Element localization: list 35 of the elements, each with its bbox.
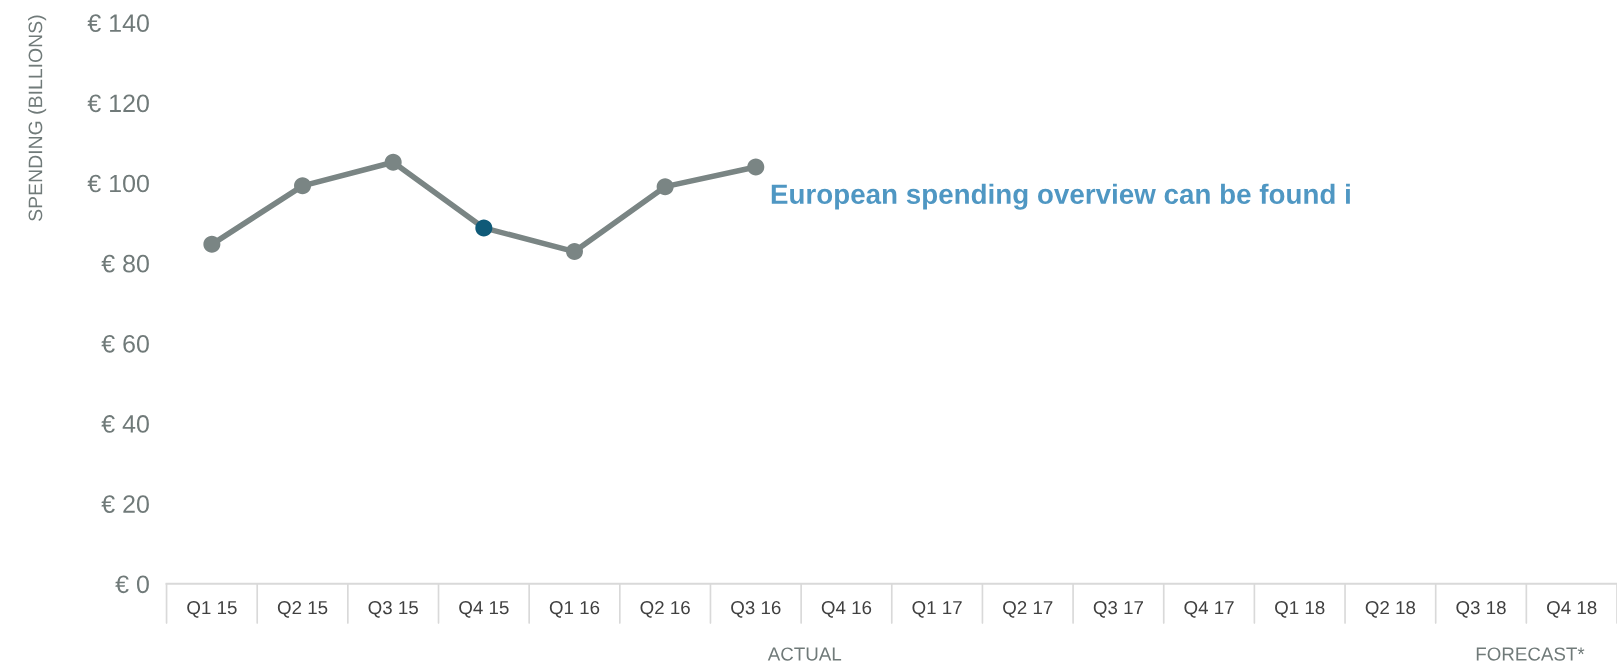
y-tick-label: € 140 xyxy=(87,14,149,33)
point xyxy=(294,177,312,195)
x-tick-label: Q4 15 xyxy=(459,600,509,618)
text: ACTUAL xyxy=(767,647,842,661)
x-tick-label: Q4 16 xyxy=(821,600,872,618)
point xyxy=(656,178,674,196)
point xyxy=(475,219,493,237)
point xyxy=(565,243,583,261)
y-tick-label: € 40 xyxy=(101,415,149,433)
x-tick-label: Q1 16 xyxy=(549,600,600,618)
x-tick-label: Q4 17 xyxy=(1184,600,1234,618)
point xyxy=(747,158,765,176)
y-tick-label: € 60 xyxy=(101,334,149,353)
y-tick-label: € 0 xyxy=(115,575,149,594)
x-tick-label: Q3 17 xyxy=(1093,600,1144,618)
x-tick-label: Q4 18 xyxy=(1547,600,1597,618)
x-tick-label: Q1 18 xyxy=(1275,600,1325,618)
x-tick-label: Q2 18 xyxy=(1365,600,1416,618)
x-tick-label: Q3 18 xyxy=(1456,600,1506,618)
x-tick-label: Q1 15 xyxy=(187,600,237,618)
y-tick-label: € 120 xyxy=(87,94,149,113)
point xyxy=(203,235,221,253)
x-tick-label: Q2 15 xyxy=(277,600,328,618)
x-tick-label: Q1 17 xyxy=(912,600,962,618)
point xyxy=(384,153,402,171)
y-tick-label: € 80 xyxy=(101,254,149,273)
x-tick-label: Q2 17 xyxy=(1003,600,1053,618)
x-tick-label: Q3 15 xyxy=(368,600,418,618)
text: FORECAST* xyxy=(1476,647,1585,661)
y-axis-title: SPENDING (BILLIONS) xyxy=(28,15,47,221)
y-tick-label: € 100 xyxy=(87,174,149,193)
x-tick-label: Q2 16 xyxy=(640,600,690,618)
annotation: European spending overview can be found i xyxy=(771,183,1350,210)
y-tick-label: € 20 xyxy=(101,495,149,513)
x-tick-label: Q3 16 xyxy=(731,600,781,618)
